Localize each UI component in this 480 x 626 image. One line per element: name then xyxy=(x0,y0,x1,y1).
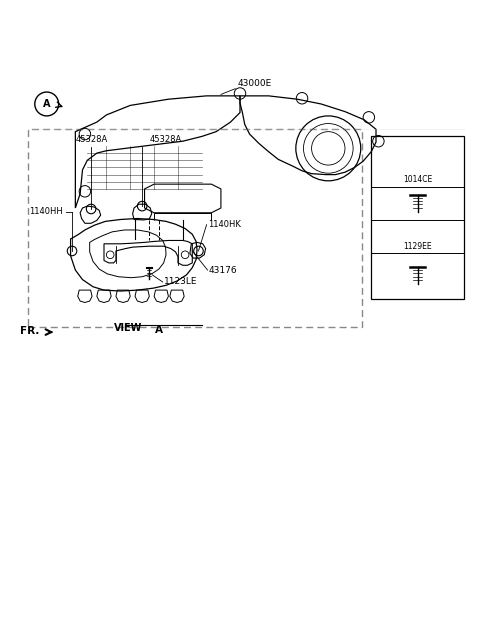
Text: 1129EE: 1129EE xyxy=(403,242,432,250)
Text: 43176: 43176 xyxy=(209,265,238,275)
Text: VIEW: VIEW xyxy=(114,324,142,334)
Text: 43000E: 43000E xyxy=(238,79,272,88)
Text: 1123LE: 1123LE xyxy=(164,277,197,287)
Text: 1014CE: 1014CE xyxy=(403,175,432,184)
Text: 1140HH: 1140HH xyxy=(29,207,63,217)
Text: 45328A: 45328A xyxy=(75,135,108,143)
Text: 45328A: 45328A xyxy=(149,135,181,143)
Text: FR.: FR. xyxy=(21,326,40,336)
Text: $\mathbf{A}$: $\mathbf{A}$ xyxy=(154,324,164,336)
Text: A: A xyxy=(43,99,50,109)
Text: 1140HK: 1140HK xyxy=(208,220,241,229)
